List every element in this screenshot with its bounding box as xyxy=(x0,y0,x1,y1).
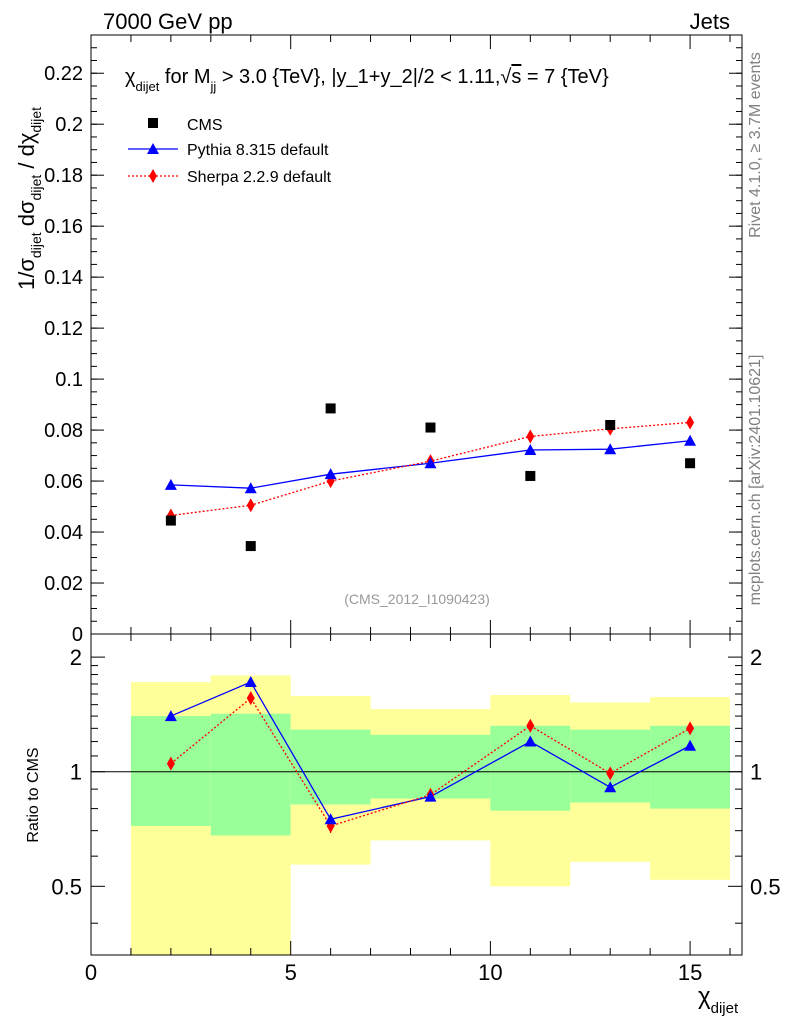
main-title: χdijet for Mjj > 3.0 {TeV}, |y_1+y_2|/2 … xyxy=(125,66,609,94)
ratio-xtick-label: 5 xyxy=(285,960,297,985)
ratio-ytick-label-right: 1 xyxy=(750,760,762,785)
rivet-label: Rivet 4.1.0, ≥ 3.7M events xyxy=(747,52,764,238)
ratio-xlabel: χdijet xyxy=(698,983,739,1017)
ratio-pythia-point xyxy=(424,790,437,802)
main-ytick-label: 0.04 xyxy=(44,522,83,544)
ratio-sherpa-point xyxy=(526,718,535,733)
ratio-xtick-label: 0 xyxy=(85,960,97,985)
legend: CMS Pythia 8.315 default Sherpa 2.2.9 de… xyxy=(128,117,332,186)
cms-point xyxy=(425,422,436,433)
pythia-point xyxy=(164,478,177,490)
ratio-sherpa-point xyxy=(166,756,175,771)
pythia-point xyxy=(424,457,437,469)
main-ytick-label: 0.06 xyxy=(44,471,83,493)
main-ytick-label: 0.16 xyxy=(44,216,83,238)
ratio-frame xyxy=(90,633,743,956)
ratio-sherpa-point xyxy=(606,766,615,781)
main-ytick-label: 0.14 xyxy=(44,267,83,289)
ratio-ytick-label-right: 2 xyxy=(750,645,762,670)
pythia-point xyxy=(684,434,697,446)
ratio-xtick-label: 10 xyxy=(478,960,502,985)
uncertainty-band-inner xyxy=(650,725,731,809)
cms-point xyxy=(325,403,336,414)
cms-point xyxy=(605,419,616,430)
pythia-point xyxy=(604,443,617,455)
main-ytick-label: 0.1 xyxy=(55,369,83,391)
legend-label-pythia: Pythia 8.315 default xyxy=(187,142,329,159)
header-left: 7000 GeV pp xyxy=(103,9,233,34)
main-ytick-label: 0.08 xyxy=(44,420,83,442)
cms-point xyxy=(685,458,696,469)
legend-marker-sherpa xyxy=(149,169,157,183)
sherpa-point xyxy=(686,415,695,430)
cms-point xyxy=(525,470,536,481)
ratio-xtick-label: 15 xyxy=(678,960,702,985)
main-ylabel: 1/σdijet dσdijet / dχdijet xyxy=(14,107,44,290)
legend-label-sherpa: Sherpa 2.2.9 default xyxy=(187,169,332,186)
ratio-ytick-label-right: 0.5 xyxy=(750,874,781,899)
ratio-pythia-point xyxy=(604,781,617,793)
pythia-point xyxy=(324,468,337,480)
main-ytick-label: 0.02 xyxy=(44,573,83,595)
header-right: Jets xyxy=(690,9,730,34)
main-ytick-label: 0 xyxy=(72,624,83,646)
cms-point xyxy=(245,541,256,552)
legend-marker-pythia xyxy=(147,143,159,154)
main-ytick-label: 0.12 xyxy=(44,318,83,340)
mcplots-label: mcplots.cern.ch [arXiv:2401.10621] xyxy=(747,355,764,606)
ratio-pythia-point xyxy=(684,739,697,751)
analysis-watermark: (CMS_2012_I1090423) xyxy=(344,591,490,607)
ratio-pythia-point xyxy=(244,676,257,688)
uncertainty-band-inner xyxy=(210,713,291,836)
ratio-ytick-label: 2 xyxy=(70,645,82,670)
sherpa-point xyxy=(246,498,255,513)
uncertainty-band-inner xyxy=(130,716,211,827)
main-ytick-label: 0.2 xyxy=(55,114,83,136)
legend-marker-cms xyxy=(148,118,158,128)
legend-label-cms: CMS xyxy=(187,117,223,134)
ratio-ytick-label: 0.5 xyxy=(51,874,82,899)
pythia-point xyxy=(244,482,257,494)
main-ytick-label: 0.18 xyxy=(44,165,83,187)
cms-point xyxy=(165,515,176,526)
ratio-pythia-point xyxy=(524,735,537,747)
pythia-point xyxy=(524,443,537,455)
ratio-pythia-point xyxy=(164,710,177,722)
ratio-pythia-point xyxy=(324,813,337,825)
uncertainty-band-inner xyxy=(290,729,371,805)
ratio-sherpa-point xyxy=(246,691,255,706)
ratio-ytick-label: 1 xyxy=(70,760,82,785)
sherpa-line xyxy=(170,421,691,517)
ratio-ylabel: Ratio to CMS xyxy=(25,747,42,842)
ratio-sherpa-point xyxy=(686,721,695,736)
main-ytick-label: 0.22 xyxy=(44,63,83,85)
sherpa-point xyxy=(526,429,535,444)
